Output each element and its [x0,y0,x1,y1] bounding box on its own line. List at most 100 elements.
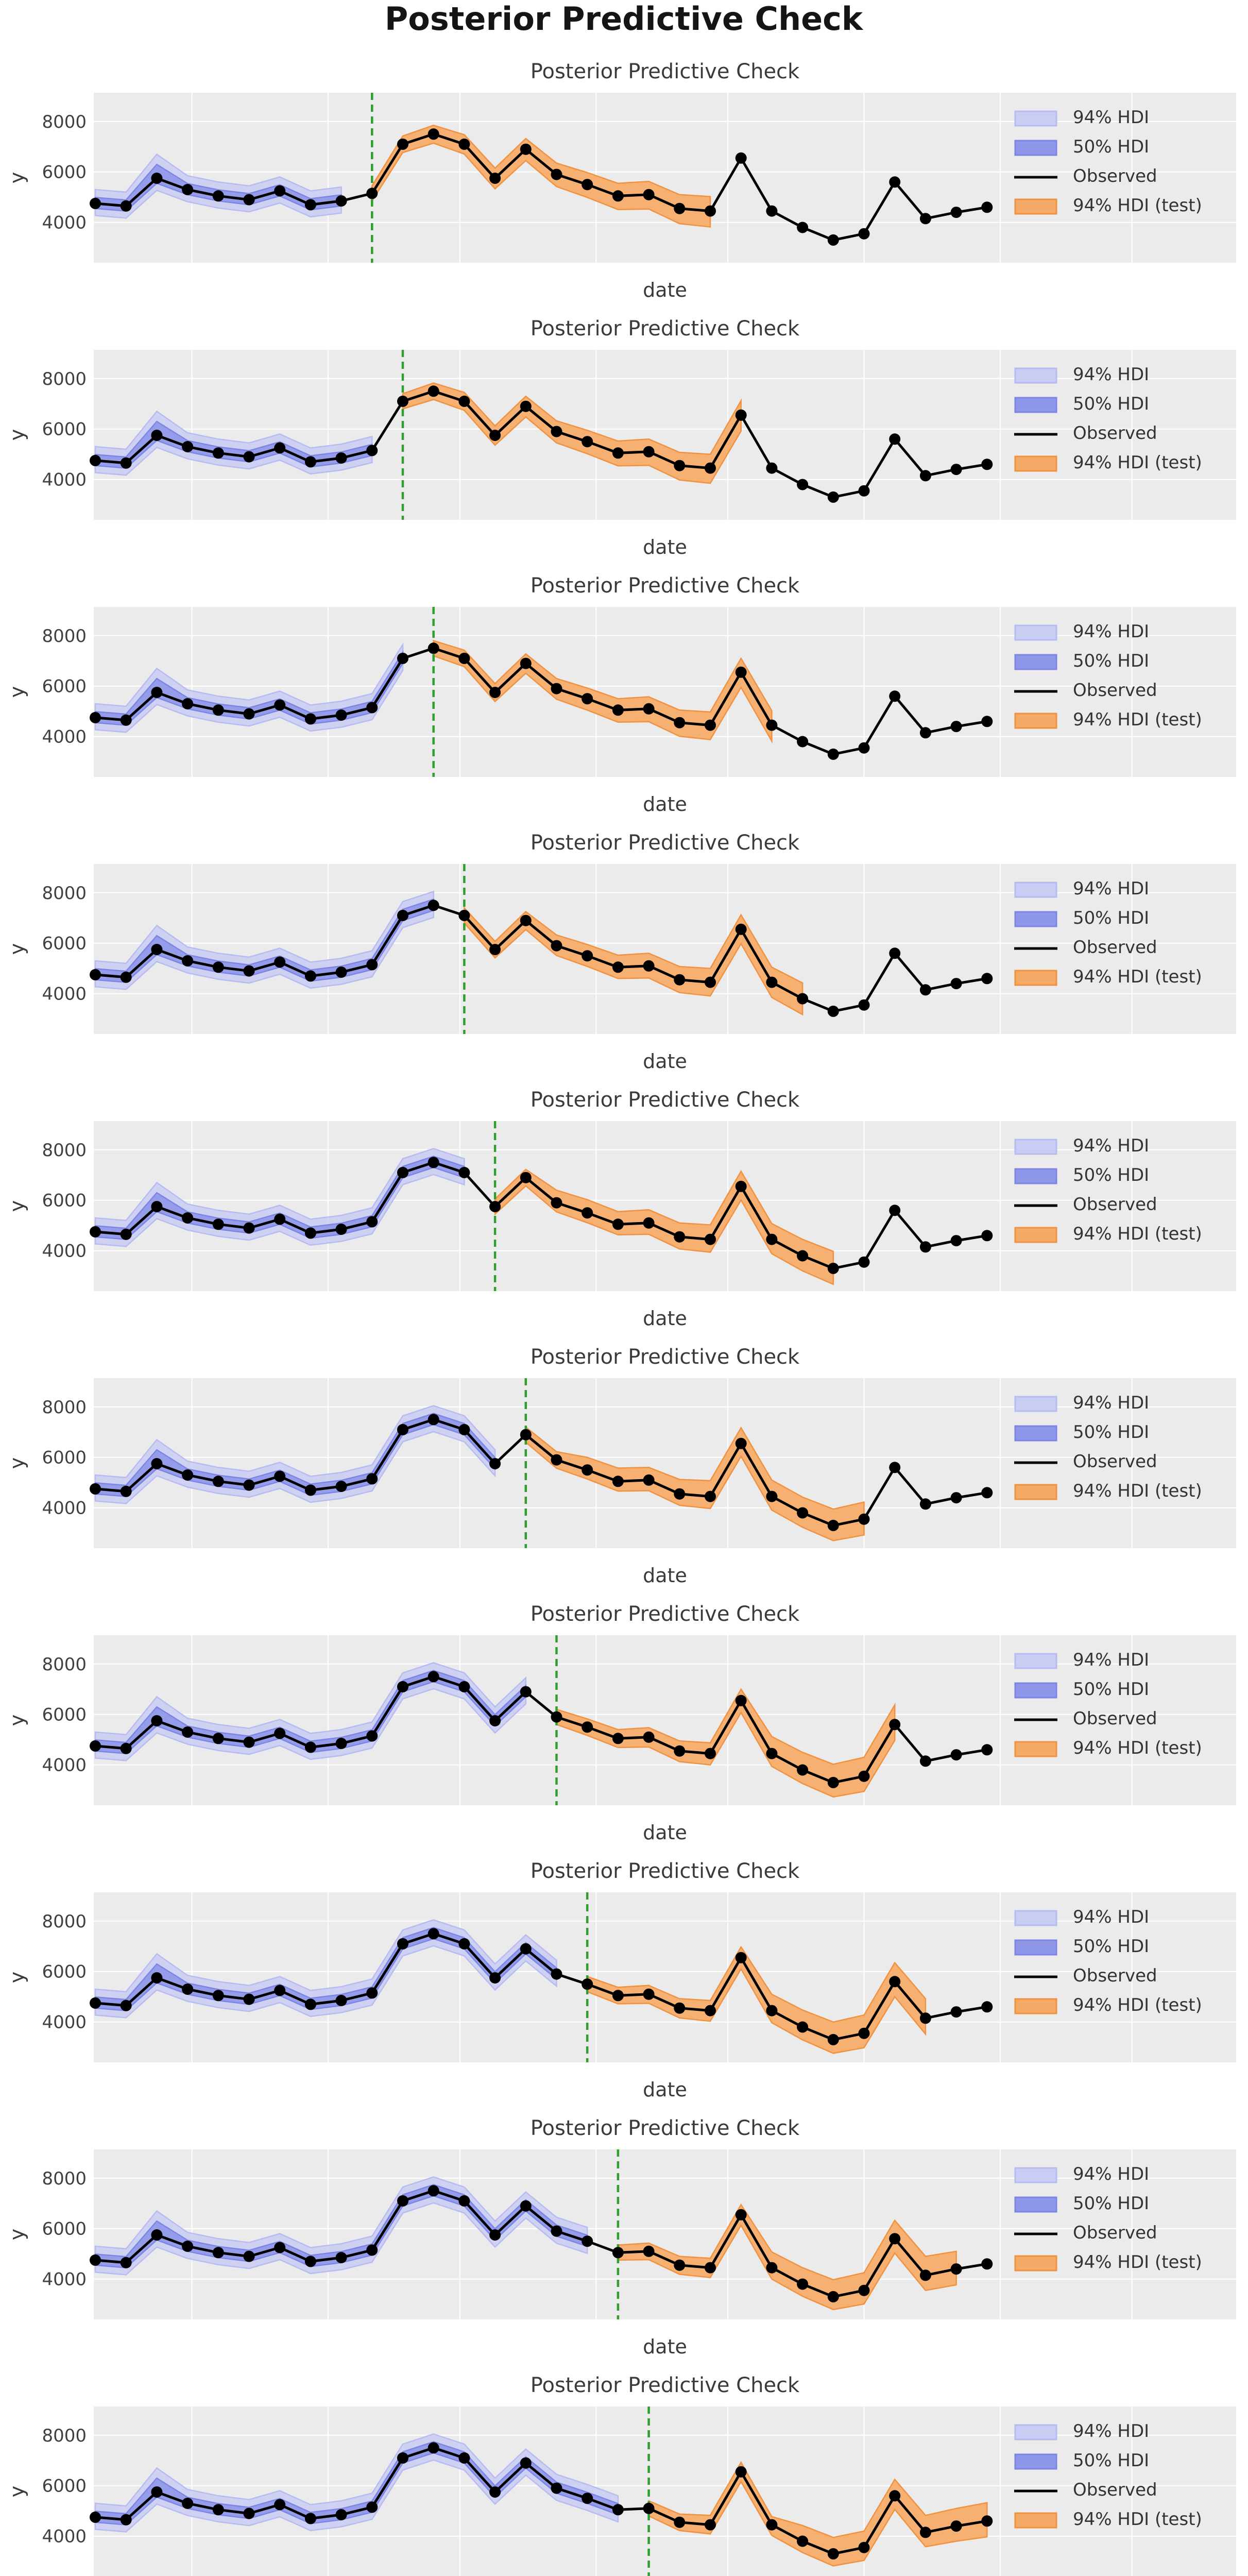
y-tick-label: 6000 [42,419,87,440]
observed-point [950,1749,962,1761]
legend-swatch-94-hdi [1014,110,1057,127]
observed-point [889,2233,901,2245]
observed-point [428,2185,439,2197]
observed-point [889,2490,901,2502]
observed-point [766,2519,778,2531]
observed-point [366,1216,378,1228]
observed-point [151,944,163,955]
observed-point [766,719,778,731]
observed-point [919,2269,931,2281]
legend-swatch-94-hdi-test [1014,713,1057,729]
y-axis-label: y [6,686,28,698]
legend-label-observed: Observed [1073,2223,1157,2243]
observed-point [735,152,747,164]
observed-point [489,2486,501,2498]
observed-point [797,2278,809,2290]
observed-point [797,736,809,748]
subplot-2: 94% HDI 50% HDI Observed 94% HDI (test) Post… [6,317,1236,558]
observed-point [827,1776,839,1788]
legend-swatch-94-hdi-test [1014,1227,1057,1243]
observed-point [489,173,501,184]
y-tick-label: 4000 [42,470,87,490]
observed-point [674,1745,686,1757]
x-axis-label: date [643,2078,687,2101]
y-tick-label: 6000 [42,676,87,697]
observed-point [458,1166,470,1178]
observed-point [120,714,132,726]
legend-label-94-hdi: 94% HDI [1073,107,1149,128]
test-hdi-94-band [556,1688,896,1798]
observed-point [274,2242,286,2253]
observed-point [889,1462,901,1473]
subplot-10: 94% HDI 50% HDI Observed 94% HDI (test) Post… [6,2374,1236,2576]
legend-swatch-50-hdi [1014,911,1057,927]
legend-label-observed: Observed [1073,1965,1157,1986]
observed-point [489,944,501,955]
observed-point [889,176,901,188]
subplot-7: 94% HDI 50% HDI Observed 94% HDI (test) Post… [6,1602,1236,1844]
y-tick-label: 4000 [42,727,87,748]
observed-point [582,950,593,962]
observed-point [458,1423,470,1435]
observed-point [366,445,378,456]
observed-point [520,1943,532,1955]
observed-point [366,2244,378,2256]
legend-label-94-hdi-test: 94% HDI (test) [1073,452,1202,473]
plot-background [94,1378,1236,1548]
observed-point [243,965,255,977]
legend-swatch-94-hdi-test [1014,1741,1057,1757]
y-tick-label: 8000 [42,883,87,904]
observed-point [551,1454,562,1466]
observed-point [212,447,224,459]
observed-point [981,1487,993,1499]
y-tick-label: 6000 [42,2476,87,2497]
observed-point [551,168,562,180]
observed-point [274,1985,286,1996]
y-tick-label: 8000 [42,1911,87,1932]
observed-point [304,2513,316,2524]
observed-point [766,1748,778,1759]
observed-point [90,2511,101,2523]
observed-point [797,2021,809,2033]
plot-background [94,2406,1236,2576]
subplot-3: 94% HDI 50% HDI Observed 94% HDI (test) Post… [6,574,1236,816]
y-axis-label: y [6,943,28,955]
observed-point [428,642,439,654]
observed-point [304,970,316,982]
observed-point [950,207,962,218]
observed-point [182,1984,194,1995]
legend-label-50-hdi: 50% HDI [1073,1165,1149,1185]
observed-point [919,213,931,225]
observed-point [705,2262,716,2274]
subplot-title: Posterior Predictive Check [531,317,800,341]
legend-label-94-hdi: 94% HDI [1073,1136,1149,1156]
observed-point [889,690,901,702]
observed-point [766,462,778,474]
observed-point [735,666,747,678]
x-axis-label: date [643,1307,687,1330]
y-tick-label: 4000 [42,1498,87,1519]
y-tick-label: 4000 [42,213,87,233]
observed-point [428,2442,439,2454]
y-tick-label: 8000 [42,112,87,132]
observed-point [919,727,931,739]
observed-point [612,190,624,202]
legend: 94% HDI 50% HDI Observed 94% HDI (test) [1014,107,1202,216]
observed-point [643,2502,655,2514]
observed-point [335,1738,347,1749]
observed-point [582,1207,593,1219]
observed-point [674,1231,686,1243]
observed-point [428,1157,439,1168]
plot-background [94,93,1236,263]
legend: 94% HDI 50% HDI Observed 94% HDI (test) [1014,1393,1202,1501]
observed-point [858,999,870,1011]
observed-point [612,1476,624,1487]
y-tick-label: 4000 [42,2269,87,2290]
observed-point [582,1464,593,1476]
test-hdi-94-band [525,1426,865,1541]
observed-point [151,173,163,184]
observed-point [766,1233,778,1245]
x-axis-label: date [643,1821,687,1844]
legend-swatch-94-hdi [1014,2424,1057,2441]
